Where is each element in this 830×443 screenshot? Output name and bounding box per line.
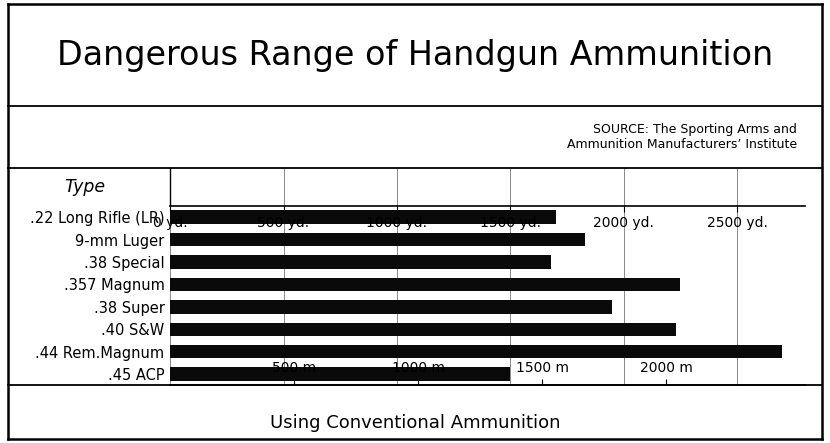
- Bar: [170, 255, 551, 269]
- Text: Using Conventional Ammunition: Using Conventional Ammunition: [270, 414, 560, 432]
- Text: SOURCE: The Sporting Arms and
Ammunition Manufacturers’ Institute: SOURCE: The Sporting Arms and Ammunition…: [567, 123, 797, 152]
- Bar: [170, 368, 510, 381]
- Bar: [170, 323, 676, 336]
- Text: Dangerous Range of Handgun Ammunition: Dangerous Range of Handgun Ammunition: [57, 39, 773, 72]
- Bar: [170, 300, 613, 314]
- Bar: [170, 233, 585, 246]
- Text: Type: Type: [65, 178, 105, 196]
- Bar: [170, 210, 555, 224]
- Bar: [170, 345, 783, 358]
- Bar: [170, 278, 681, 291]
